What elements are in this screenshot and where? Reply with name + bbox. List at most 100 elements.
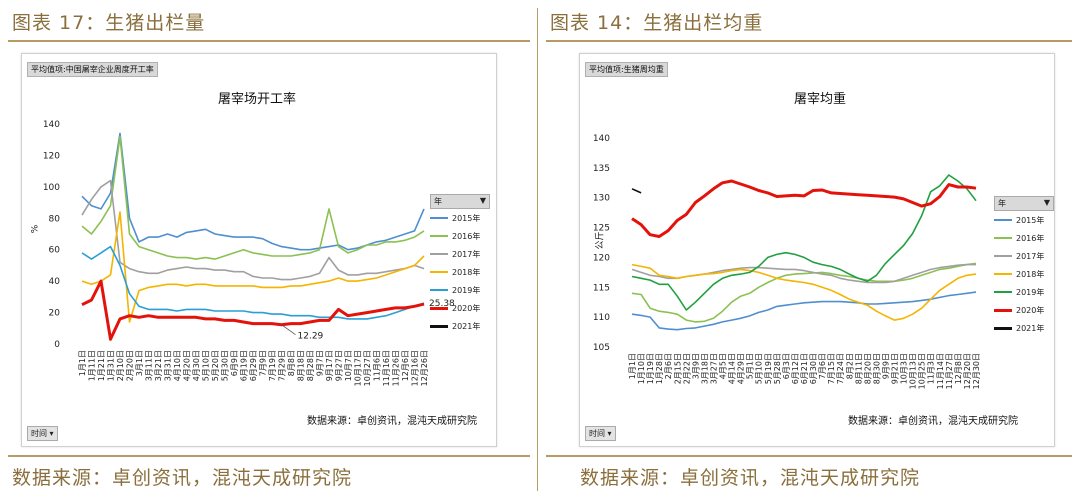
- left-figure-title: 图表 17：生猪出栏量: [12, 12, 206, 34]
- x-tick-label: 1月21日: [97, 350, 106, 381]
- x-tick-label: 6月29日: [249, 350, 258, 381]
- x-tick-label: 1月19日: [646, 353, 655, 384]
- x-tick-label: 8月8日: [287, 350, 296, 376]
- left-source-note: 数据来源：卓创资讯，混沌天成研究院: [307, 416, 477, 427]
- x-tick-label: 12月26日: [420, 350, 429, 386]
- x-tick-label: 7月15日: [827, 353, 836, 384]
- x-tick-label: 8月20日: [863, 353, 872, 384]
- legend-swatch: [994, 326, 1012, 330]
- column-separator: [537, 8, 538, 491]
- legend-swatch: [994, 273, 1012, 275]
- x-tick-label: 8月11日: [854, 353, 863, 384]
- x-tick-label: 8月30日: [872, 353, 881, 384]
- y-tick-label: 125: [593, 224, 610, 234]
- legend-label: 2015年: [1016, 215, 1045, 225]
- legend-item: 2018年: [430, 263, 490, 281]
- x-tick-label: 1月10日: [637, 353, 646, 384]
- annotation-label: 25.38: [429, 299, 455, 309]
- filter-icon[interactable]: ▼: [1043, 198, 1050, 207]
- x-tick-label: 9月17日: [325, 350, 334, 381]
- x-tick-label: 5月1日: [746, 353, 755, 379]
- x-tick-label: 10月27日: [363, 350, 372, 386]
- bottom-rule-left: [8, 455, 530, 457]
- y-tick-label: 110: [593, 313, 610, 323]
- x-tick-label: 4月20日: [183, 350, 192, 381]
- left-time-dropdown[interactable]: 时间 ▾: [27, 426, 58, 441]
- x-tick-label: 1月1日: [628, 353, 637, 379]
- legend-label: 2017年: [452, 249, 481, 259]
- legend-label: 2019年: [452, 285, 481, 295]
- legend-label: 2020年: [452, 303, 481, 313]
- chevron-down-icon: ▾: [49, 429, 54, 438]
- left-chart-title: 屠宰场开工率: [218, 92, 297, 107]
- y-tick-label: 60: [49, 246, 61, 256]
- legend-label: 2021年: [1016, 323, 1045, 333]
- right-time-label: 时间: [589, 429, 605, 438]
- y-tick-label: 140: [43, 120, 60, 130]
- right-pivot-field-button[interactable]: 平均值项:生猪周均重: [585, 62, 668, 77]
- series-line-2018年: [631, 263, 977, 321]
- y-tick-label: 120: [43, 151, 60, 161]
- legend-swatch: [430, 306, 448, 310]
- chevron-down-icon: ▾: [607, 429, 612, 438]
- y-tick-label: 20: [49, 309, 61, 319]
- x-tick-label: 6月30日: [809, 353, 818, 384]
- right-time-dropdown[interactable]: 时间 ▾: [585, 426, 616, 441]
- legend-swatch: [994, 255, 1012, 257]
- x-tick-label: 5月19日: [764, 353, 773, 384]
- x-tick-label: 6月3日: [782, 353, 791, 379]
- legend-item: 2017年: [994, 247, 1054, 265]
- top-rule-left: [8, 40, 530, 42]
- series-line-2021年: [631, 188, 642, 194]
- right-legend-header[interactable]: 年 ▼: [994, 196, 1054, 211]
- x-tick-label: 10月25日: [918, 353, 927, 389]
- series-line-2018年: [81, 211, 425, 323]
- legend-swatch: [430, 217, 448, 219]
- y-tick-label: 135: [593, 164, 610, 174]
- legend-item: 2015年: [430, 209, 490, 227]
- x-tick-label: 8月2日: [845, 353, 854, 379]
- series-line-2020年: [81, 279, 425, 341]
- right-legend: 年 ▼ 2015年 2016年 2017年 2018年 2019年 2020年 2021年: [994, 196, 1054, 337]
- x-tick-label: 4月29日: [737, 353, 746, 384]
- x-tick-label: 2月6日: [664, 353, 673, 379]
- x-tick-label: 3月9日: [691, 353, 700, 379]
- right-footer-source: 数据来源：卓创资讯，混沌天成研究院: [580, 467, 921, 489]
- series-line-2017年: [81, 179, 425, 281]
- series-line-2020年: [631, 179, 977, 238]
- legend-item: 2019年: [994, 283, 1054, 301]
- right-chart-title: 屠宰均重: [794, 92, 847, 107]
- left-legend-header[interactable]: 年 ▼: [430, 194, 490, 209]
- legend-item: 2016年: [430, 227, 490, 245]
- x-tick-label: 11月16日: [382, 350, 391, 386]
- bottom-rule-right: [546, 455, 1072, 457]
- x-tick-label: 3月21日: [154, 350, 163, 381]
- left-time-label: 时间: [31, 429, 47, 438]
- x-tick-label: 6月19日: [240, 350, 249, 381]
- x-tick-label: 5月20日: [211, 350, 220, 381]
- y-tick-label: 115: [593, 283, 610, 293]
- x-tick-label: 3月31日: [164, 350, 173, 381]
- left-pivot-field-button[interactable]: 平均值项:中国屠宰企业周度开工率: [27, 62, 158, 77]
- x-tick-label: 5月30日: [221, 350, 230, 381]
- legend-label: 2018年: [1016, 269, 1045, 279]
- x-tick-label: 9月7日: [316, 350, 325, 376]
- filter-icon[interactable]: ▼: [479, 196, 486, 205]
- x-tick-label: 10月17日: [354, 350, 363, 386]
- x-tick-label: 1月1日: [78, 350, 87, 376]
- x-tick-label: 11月27日: [945, 353, 954, 389]
- x-tick-label: 7月19日: [268, 350, 277, 381]
- legend-swatch: [430, 289, 448, 291]
- legend-item: 2015年: [994, 211, 1054, 229]
- x-tick-label: 10月13日: [909, 353, 918, 389]
- x-tick-label: 7月29日: [278, 350, 287, 381]
- x-tick-label: 8月28日: [306, 350, 315, 381]
- legend-swatch: [430, 235, 448, 237]
- x-tick-label: 4月30日: [192, 350, 201, 381]
- legend-label: 2018年: [452, 267, 481, 277]
- legend-item: 2016年: [994, 229, 1054, 247]
- x-tick-label: 7月24日: [836, 353, 845, 384]
- x-tick-label: 10月3日: [900, 353, 909, 384]
- legend-label: 2017年: [1016, 251, 1045, 261]
